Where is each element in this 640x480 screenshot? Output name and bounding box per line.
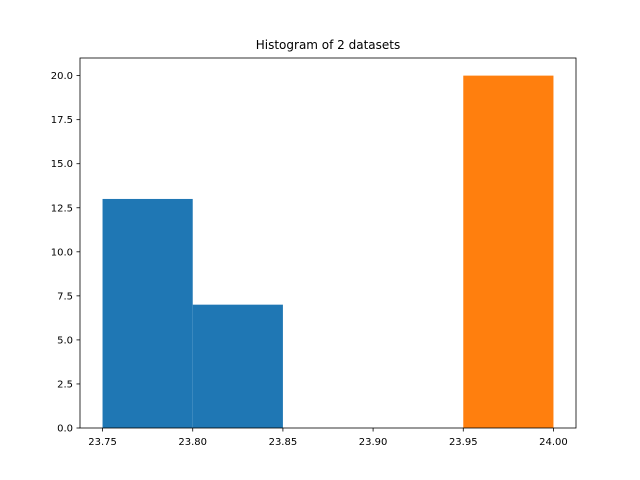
x-tick-label: 23.90 — [359, 437, 388, 448]
x-tick-label: 23.75 — [88, 437, 117, 448]
histogram-bar-series-1-bin-2 — [192, 304, 283, 428]
y-tick-label: 20.0 — [51, 71, 73, 82]
axes-layer: 23.75 23.80 23.85 23.90 23.95 24.00 0.0 2.5 5.0 7… — [51, 57, 577, 448]
histogram-bar-series-2-bin-1 — [463, 75, 554, 428]
y-tick-label: 12.5 — [51, 203, 73, 214]
histogram-bar-series-1-bin-1 — [102, 198, 193, 428]
x-tick-label: 23.80 — [178, 437, 207, 448]
chart-title: Histogram of 2 datasets — [256, 38, 401, 52]
x-tick-label: 23.85 — [269, 437, 298, 448]
x-tick-label: 23.95 — [449, 437, 478, 448]
bars-layer — [102, 75, 554, 428]
y-tick-label: 2.5 — [57, 379, 73, 390]
y-tick-label: 0.0 — [57, 424, 73, 435]
plot-frame — [79, 57, 577, 429]
y-tick-label: 15.0 — [51, 159, 73, 170]
y-tick-label: 10.0 — [51, 247, 73, 258]
x-tick-label: 24.00 — [539, 437, 568, 448]
y-tick-label: 7.5 — [57, 291, 73, 302]
y-tick-label: 5.0 — [57, 335, 73, 346]
y-tick-label: 17.5 — [51, 115, 73, 126]
